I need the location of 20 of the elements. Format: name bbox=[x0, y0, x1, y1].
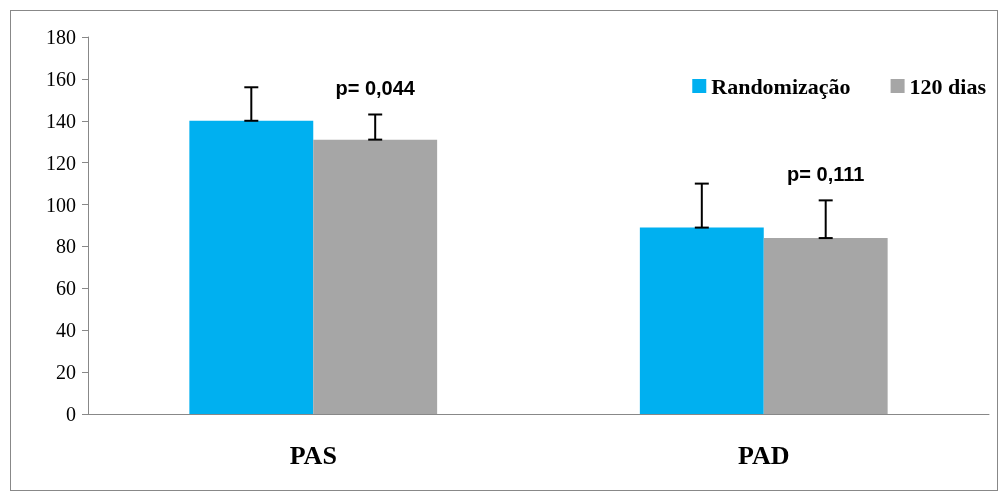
annotation: p= 0,044 bbox=[335, 77, 416, 100]
y-tick-label: 140 bbox=[46, 109, 76, 132]
y-tick-label: 120 bbox=[46, 151, 76, 174]
legend-label: Randomização bbox=[711, 73, 851, 99]
x-tick-label: PAS bbox=[289, 440, 337, 470]
y-tick-label: 0 bbox=[66, 403, 76, 425]
y-tick-label: 20 bbox=[56, 361, 76, 384]
annotation: p= 0,111 bbox=[787, 163, 865, 186]
y-tick-label: 180 bbox=[46, 26, 76, 48]
bar bbox=[313, 139, 438, 414]
legend-label: 120 dias bbox=[909, 73, 987, 99]
y-tick-label: 160 bbox=[46, 67, 76, 90]
y-tick-label: 60 bbox=[56, 277, 76, 300]
y-tick-label: 80 bbox=[56, 235, 76, 258]
bar bbox=[763, 238, 888, 414]
y-tick-label: 100 bbox=[46, 193, 76, 216]
bar bbox=[189, 120, 314, 414]
y-tick-label: 40 bbox=[56, 319, 76, 342]
x-tick-label: PAD bbox=[737, 440, 790, 470]
bar bbox=[639, 227, 764, 414]
